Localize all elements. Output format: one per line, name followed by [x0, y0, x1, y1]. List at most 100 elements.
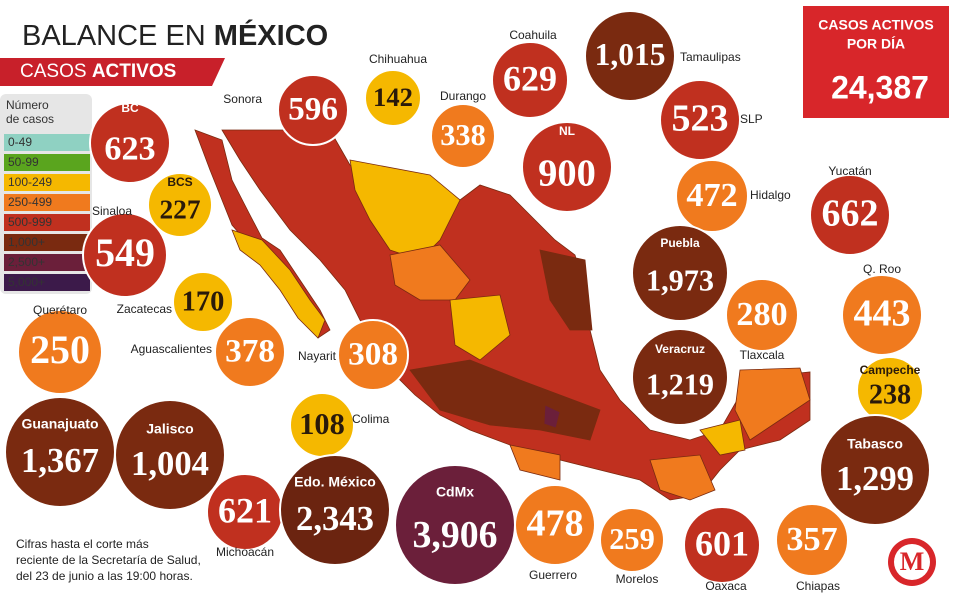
state-name: Sonora	[223, 92, 262, 106]
state-value: 308	[348, 336, 398, 373]
state-circle	[631, 224, 729, 322]
footnote-1: Cifras hasta el corte más	[16, 537, 149, 551]
state-value: 2,343	[296, 500, 374, 538]
state-name: NL	[559, 124, 575, 138]
guerrero	[509, 444, 561, 481]
state-circle	[659, 79, 741, 161]
state-circle	[809, 174, 891, 256]
state-value: 596	[288, 91, 338, 128]
state-circle	[819, 414, 931, 526]
daily-title-1: CASOS ACTIVOS	[818, 17, 933, 33]
logo-inner	[894, 544, 930, 580]
state-circle	[683, 506, 761, 584]
state-value: 357	[786, 521, 837, 558]
state-name: Yucatán	[828, 164, 871, 178]
state-circle	[775, 503, 849, 577]
state-name: Guanajuato	[21, 416, 98, 432]
legend-label: 2,500+	[8, 255, 45, 269]
state-circle	[491, 41, 569, 119]
state-name: Nayarit	[298, 349, 337, 363]
subtitle-plain: CASOS	[20, 61, 87, 82]
logo: M	[900, 547, 925, 576]
subtitle-band	[0, 58, 225, 86]
state-value: 1,367	[21, 442, 99, 480]
state-name: Puebla	[660, 236, 700, 250]
state-circle	[82, 212, 168, 298]
legend-swatch	[4, 194, 90, 211]
subtitle-bold: ACTIVOS	[92, 61, 176, 82]
state-value: 170	[182, 287, 225, 318]
state-value: 1,015	[595, 37, 666, 72]
legend-swatch	[4, 274, 90, 291]
legend-title: Número	[6, 98, 49, 112]
state-circle	[521, 121, 613, 213]
cdmx	[543, 404, 561, 429]
state-name: Campeche	[860, 363, 921, 377]
state-name: Michoacán	[216, 545, 274, 559]
state-value: 472	[686, 177, 737, 214]
state-circle	[89, 102, 171, 184]
state-name: Zacatecas	[117, 302, 172, 316]
state-name: Durango	[440, 89, 486, 103]
legend-swatch	[4, 234, 90, 251]
state-value: 1,973	[646, 263, 714, 297]
state-name: Tabasco	[847, 436, 903, 452]
campeche	[699, 419, 746, 456]
legend-swatch	[4, 254, 90, 271]
state-value: 523	[672, 98, 729, 140]
state-name: Querétaro	[33, 303, 87, 317]
legend-label: 500-999	[8, 215, 52, 229]
state-name: Chiapas	[796, 579, 840, 593]
daily-value: 24,387	[831, 69, 929, 105]
state-value: 1,219	[646, 367, 714, 401]
state-circle	[725, 278, 799, 352]
legend-label: 5,000+	[8, 275, 45, 289]
state-value: 443	[854, 293, 911, 335]
state-value: 142	[373, 82, 413, 112]
state-name: Aguascalientes	[131, 342, 212, 356]
yucatan-peninsula	[734, 367, 811, 441]
chiapas	[649, 454, 716, 501]
state-value: 108	[299, 407, 345, 441]
state-name: Q. Roo	[863, 262, 901, 276]
state-circle	[279, 454, 391, 566]
state-value: 238	[869, 380, 911, 411]
subtitle: CASOS ACTIVOS	[20, 61, 176, 82]
legend-label: 50-99	[8, 155, 39, 169]
legend-swatch	[4, 174, 90, 191]
state-value: 549	[95, 230, 155, 275]
state-name: Chihuahua	[369, 52, 427, 66]
baja-california-sur	[231, 229, 326, 339]
state-name: CdMx	[436, 484, 474, 500]
legend-swatch	[4, 154, 90, 171]
state-circle	[584, 10, 676, 102]
state-value: 601	[695, 523, 749, 563]
state-name: Morelos	[616, 572, 659, 586]
state-circles: 623 BC 596 Sonora 142 Chihuahua 338 Durango 629 C…	[4, 10, 931, 593]
state-circle	[364, 69, 422, 127]
footnote-3: del 23 de junio a las 19:00 horas.	[16, 569, 193, 583]
state-circle	[172, 271, 234, 333]
state-value: 338	[440, 118, 486, 152]
state-value: 227	[159, 194, 200, 224]
state-name: SLP	[740, 112, 763, 126]
state-value: 280	[736, 296, 787, 333]
state-value: 623	[104, 131, 155, 168]
state-name: BC	[121, 101, 139, 115]
state-circle	[514, 484, 596, 566]
state-value: 3,906	[412, 514, 497, 556]
state-name: Oaxaca	[705, 579, 747, 593]
daily-title-2: POR DÍA	[847, 36, 905, 52]
state-name: Coahuila	[509, 28, 557, 42]
state-name: BCS	[167, 175, 192, 189]
state-name: Colima	[352, 412, 390, 426]
state-circle	[841, 274, 923, 356]
state-value: 900	[538, 153, 596, 195]
footnote-2: reciente de la Secretaría de Salud,	[16, 553, 201, 567]
state-value: 478	[527, 503, 584, 545]
state-circle	[430, 103, 496, 169]
state-name: Tlaxcala	[740, 348, 785, 362]
state-value: 1,299	[836, 460, 914, 498]
state-circle	[147, 172, 213, 238]
